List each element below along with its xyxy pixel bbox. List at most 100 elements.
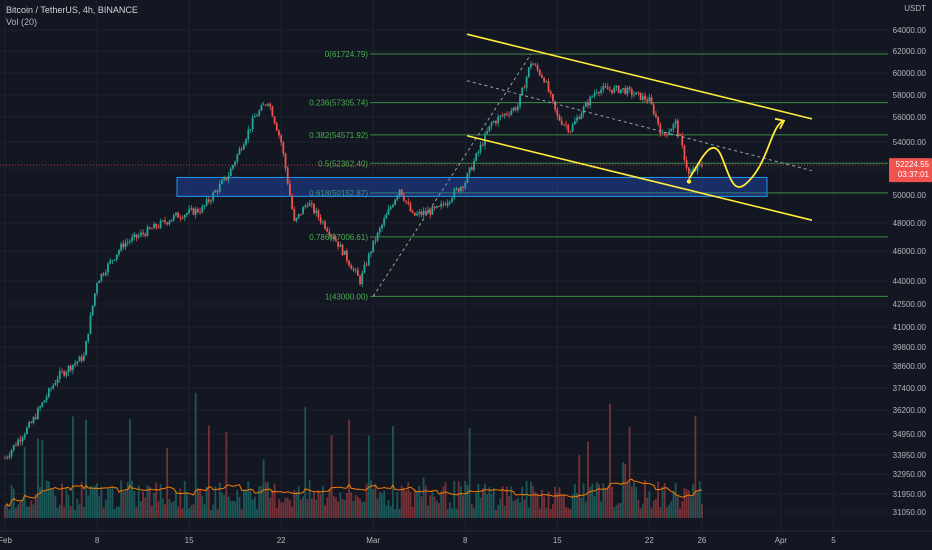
volume-bar <box>411 506 414 518</box>
y-tick-label: 64000.00 <box>893 26 927 35</box>
candle-body <box>216 190 219 192</box>
candle-body <box>129 241 131 242</box>
volume-bar <box>245 489 247 518</box>
volume-bar <box>659 507 662 518</box>
volume-bar <box>102 507 105 518</box>
candle-body <box>221 180 223 184</box>
volume-bar <box>78 504 81 518</box>
candle-body <box>521 87 524 96</box>
candle-body <box>150 228 153 230</box>
volume-bar <box>192 504 195 518</box>
candle-body <box>310 203 313 205</box>
volume-indicator-label[interactable]: Vol (20) <box>6 17 38 27</box>
candle-body <box>135 234 138 238</box>
volume-bar <box>420 496 423 518</box>
volume-bar <box>291 506 294 518</box>
volume-bar <box>571 494 574 518</box>
volume-bar <box>459 486 462 518</box>
candle-body <box>341 244 344 255</box>
candle-body <box>229 168 232 177</box>
candle-body <box>238 148 241 155</box>
volume-bar <box>339 492 342 518</box>
candle-body <box>264 104 267 106</box>
candle-body <box>36 408 39 419</box>
candle-body <box>411 211 414 213</box>
x-tick-label: 22 <box>277 536 286 545</box>
volume-bar <box>402 488 405 518</box>
candle-body <box>278 130 280 136</box>
volume-bar <box>15 507 17 518</box>
volume-bar <box>317 489 320 518</box>
fib-level-label: 1(43000.00) <box>325 292 368 301</box>
candle-body <box>104 272 107 275</box>
candle-body <box>497 116 500 124</box>
volume-bar <box>234 501 237 518</box>
volume-bar <box>203 504 206 518</box>
volume-bar <box>6 502 9 518</box>
volume-bar <box>150 505 153 518</box>
candle-body <box>113 259 116 261</box>
candle-body <box>617 85 620 93</box>
candle-body <box>488 125 491 132</box>
volume-bar <box>376 498 379 518</box>
volume-bar <box>569 509 572 518</box>
fib-level-label: 0.5(52362.40) <box>318 159 368 168</box>
x-tick-label: 15 <box>185 536 194 545</box>
candle-body <box>245 139 247 145</box>
volume-bar <box>284 497 287 518</box>
candle-body <box>392 204 394 207</box>
volume-bar <box>584 501 587 518</box>
volume-bar <box>554 486 557 518</box>
volume-bar <box>475 492 478 518</box>
volume-bar <box>350 492 353 518</box>
volume-bar <box>321 485 324 518</box>
candle-body <box>593 93 596 97</box>
volume-bar <box>107 487 109 518</box>
volume-bar <box>578 454 581 518</box>
candle-body <box>676 120 679 135</box>
candle-body <box>313 203 315 213</box>
candle-body <box>655 114 657 117</box>
volume-bar <box>126 482 129 518</box>
volume-bar <box>698 481 701 518</box>
candle-body <box>139 232 142 236</box>
volume-bar <box>505 486 508 518</box>
volume-bar <box>319 494 322 518</box>
volume-bar <box>449 502 451 518</box>
candle-body <box>413 212 416 216</box>
volume-bar <box>17 504 20 518</box>
volume-bar <box>547 491 550 518</box>
volume-bar <box>218 482 221 518</box>
volume-bar <box>34 494 37 518</box>
volume-bar <box>435 500 438 518</box>
volume-bar <box>648 491 651 518</box>
candle-body <box>383 218 386 225</box>
candle-body <box>459 186 462 192</box>
candle-body <box>429 210 432 215</box>
candle-body <box>374 240 377 242</box>
volume-bar <box>429 495 432 518</box>
volume-bar <box>183 480 186 518</box>
volume-bar <box>560 495 563 518</box>
candle-body <box>370 251 372 254</box>
candle-body <box>615 85 618 88</box>
candle-body <box>598 92 600 94</box>
volume-bar <box>424 485 427 518</box>
candle-body <box>650 97 653 105</box>
candle-body <box>361 272 364 284</box>
candle-body <box>76 361 79 364</box>
fib-level-label: 0.618(50152.87) <box>309 189 368 198</box>
volume-bar <box>67 495 70 518</box>
volume-bar <box>196 487 199 518</box>
volume-bar <box>179 488 182 518</box>
candle-body <box>595 92 598 94</box>
candle-body <box>142 232 144 234</box>
candle-body <box>93 293 96 306</box>
candle-body <box>624 87 627 94</box>
candle-body <box>381 224 383 229</box>
y-tick-label: 46000.00 <box>893 247 927 256</box>
candle-body <box>409 203 412 212</box>
candle-body <box>30 422 33 424</box>
candle-body <box>131 237 134 242</box>
